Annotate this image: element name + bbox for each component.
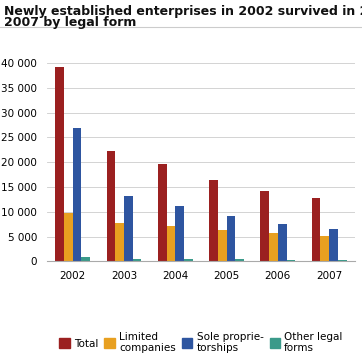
Bar <box>81 257 90 261</box>
Bar <box>133 260 142 261</box>
Bar <box>115 223 124 261</box>
Bar <box>312 199 320 261</box>
Bar <box>320 236 329 261</box>
Legend: Total, Limited
companies, Sole proprie-
torships, Other legal
forms: Total, Limited companies, Sole proprie- … <box>55 327 347 358</box>
Bar <box>260 191 269 261</box>
Bar <box>269 233 278 261</box>
Bar <box>338 260 346 261</box>
Bar <box>55 66 64 261</box>
Text: 2007 by legal form: 2007 by legal form <box>4 16 136 29</box>
Bar <box>73 128 81 261</box>
Bar <box>227 216 235 261</box>
Bar <box>278 224 287 261</box>
Bar <box>218 230 227 261</box>
Bar <box>175 206 184 261</box>
Bar <box>64 213 73 261</box>
Bar <box>158 164 167 261</box>
Bar <box>184 259 193 261</box>
Text: Newly established enterprises in 2002 survived in 2003-: Newly established enterprises in 2002 su… <box>4 5 362 19</box>
Bar <box>235 260 244 261</box>
Bar <box>167 226 175 261</box>
Bar <box>209 180 218 261</box>
Bar <box>106 151 115 261</box>
Bar <box>329 229 338 261</box>
Bar <box>287 260 295 261</box>
Bar <box>124 196 133 261</box>
